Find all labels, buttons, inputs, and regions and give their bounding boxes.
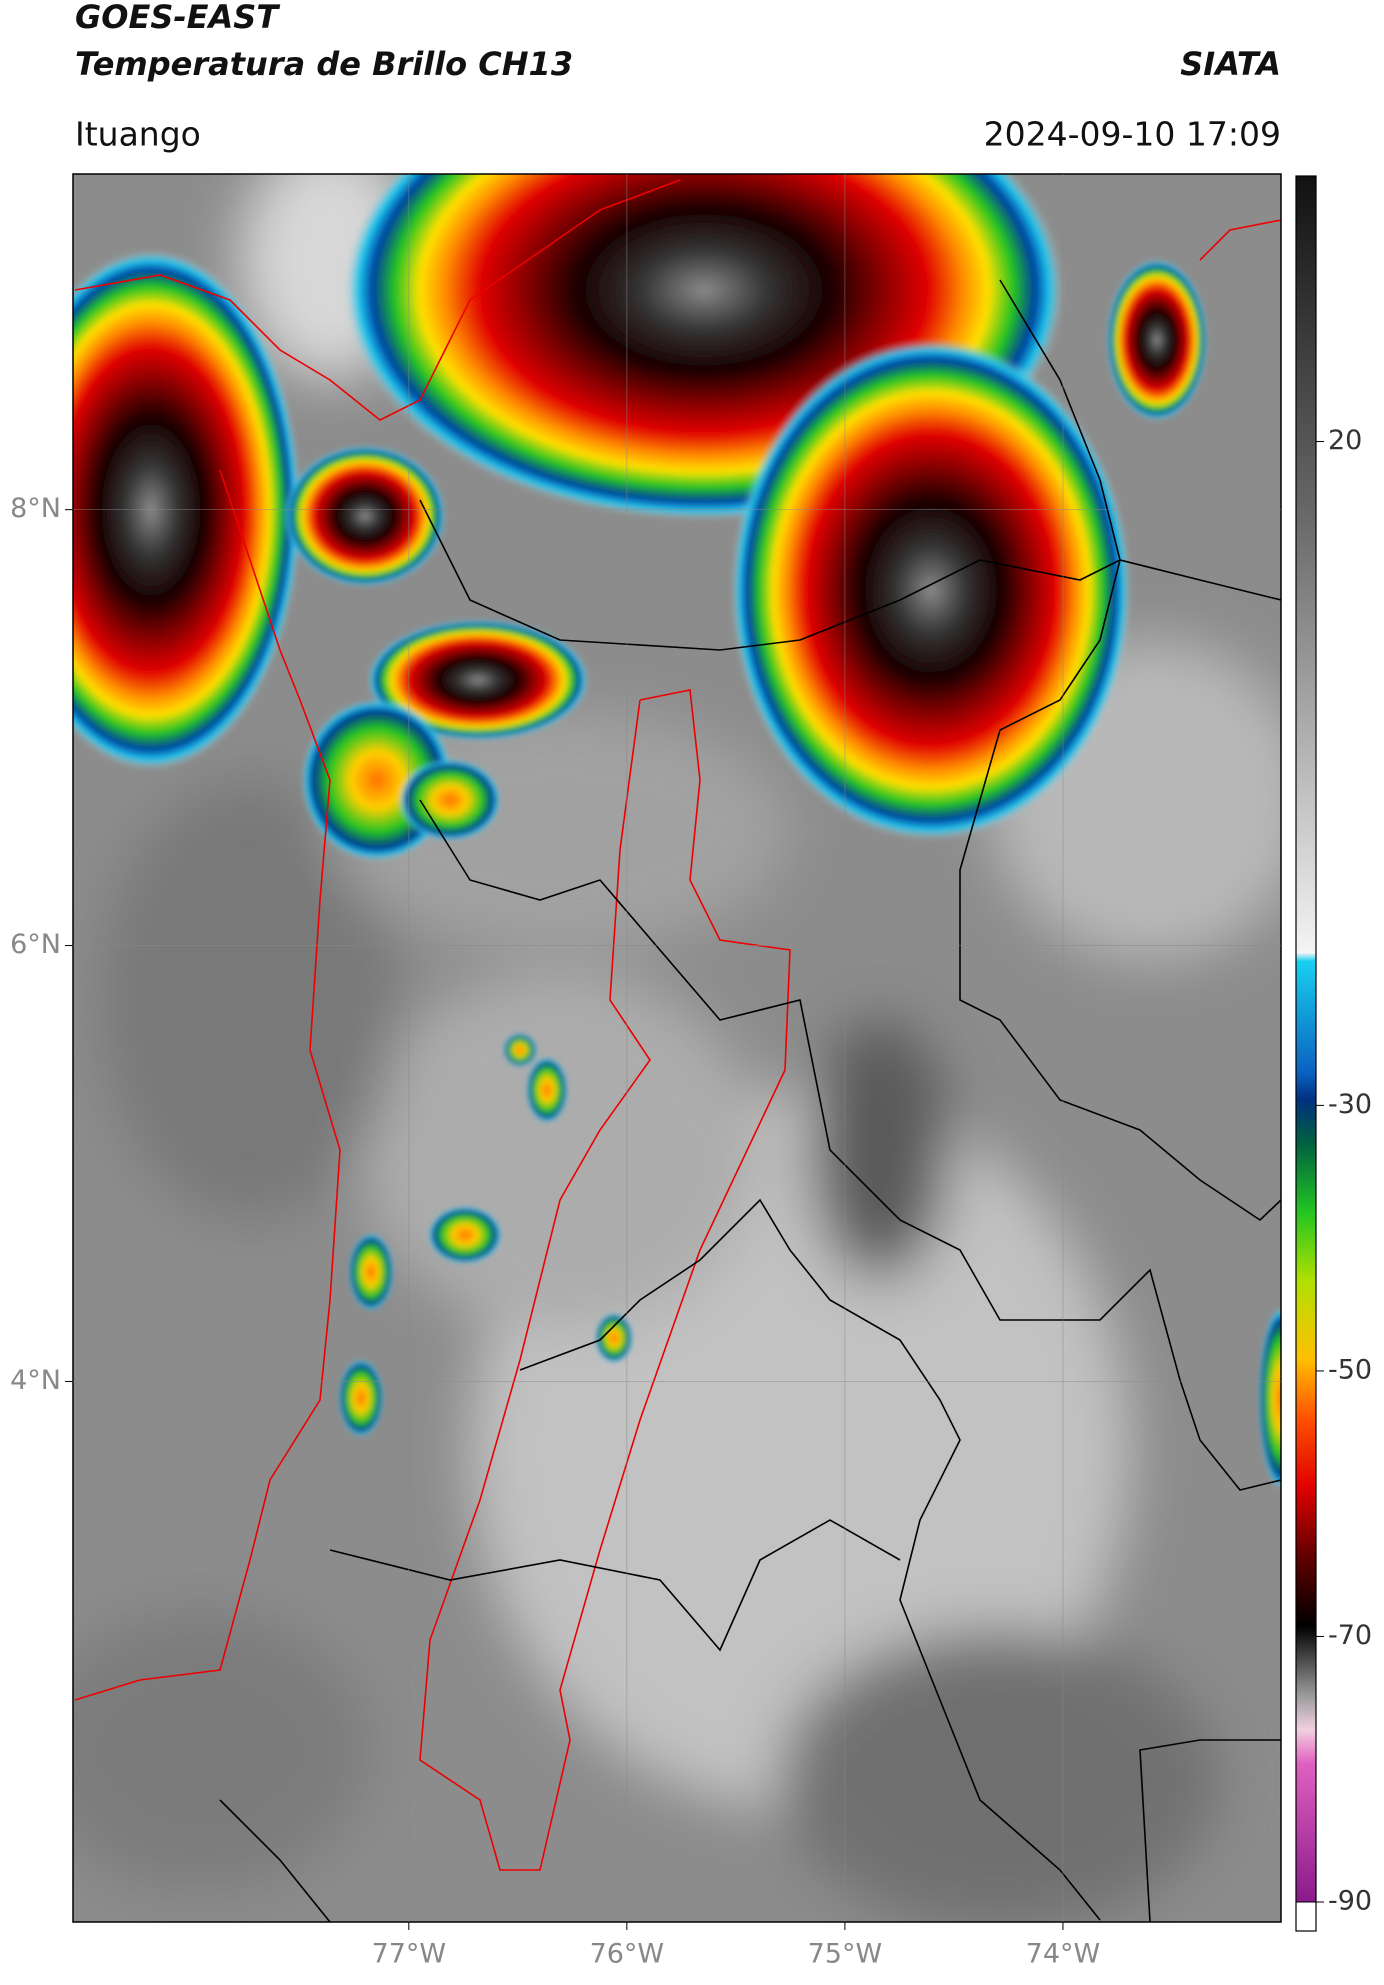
map-frame [72,173,1282,1923]
lon-label: 74°W [1026,1939,1101,1970]
subtitle: Temperatura de Brillo CH13 [75,45,573,83]
title: GOES-EAST [75,0,280,36]
colorbar-tick-label: 20 [1328,425,1362,456]
lon-label: 77°W [372,1939,447,1970]
location: Ituango [75,115,201,154]
colorbar-tick-label: -50 [1328,1354,1372,1385]
colorbar-tick-label: -30 [1328,1089,1372,1120]
colorbar-tick-label: -70 [1328,1620,1372,1651]
source: SIATA [1180,45,1281,83]
satellite-image [73,174,1281,1922]
lat-label: 8°N [10,493,61,524]
colorbar-frame [1295,175,1317,1932]
colorbar-under [1295,1901,1317,1932]
timestamp: 2024-09-10 17:09 [984,115,1281,154]
colorbar-tick-label: -90 [1328,1886,1372,1917]
lon-label: 75°W [808,1939,883,1970]
lat-label: 4°N [10,1365,61,1396]
colorbar [1296,176,1316,1902]
lat-label: 6°N [10,929,61,960]
lon-label: 76°W [590,1939,665,1970]
